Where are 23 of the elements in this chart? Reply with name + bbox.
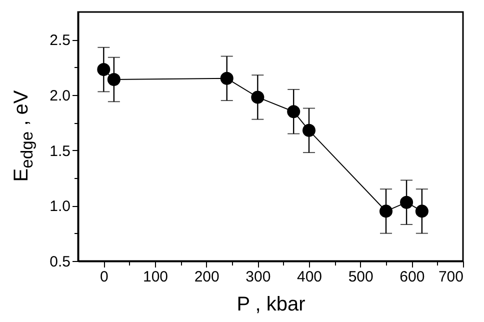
point xyxy=(302,124,316,137)
x-axis-title: P , kbar xyxy=(236,294,306,316)
y-tick-label: 1.5 xyxy=(50,142,70,160)
point xyxy=(379,204,393,218)
x-tick-label: 100 xyxy=(142,268,168,286)
y-tick-label: 2.5 xyxy=(50,32,70,50)
y-tick-label: 2.0 xyxy=(50,88,70,104)
point xyxy=(287,105,300,118)
y-tick-label: 1.0 xyxy=(50,198,70,216)
x-tick-label: 500 xyxy=(348,268,374,286)
point xyxy=(97,63,110,76)
x-tick-label: 600 xyxy=(400,268,425,286)
point xyxy=(400,196,414,209)
x-tick-label: 400 xyxy=(296,268,322,286)
point xyxy=(107,73,120,86)
x-tick-label: 0 xyxy=(100,268,108,286)
point xyxy=(251,90,264,104)
y-tick-label: 0.5 xyxy=(50,254,70,270)
x-tick-label: 700 xyxy=(438,268,464,286)
x-tick-label: 200 xyxy=(194,268,220,286)
point xyxy=(220,72,234,85)
point xyxy=(415,204,428,218)
x-tick-label: 300 xyxy=(246,268,271,286)
